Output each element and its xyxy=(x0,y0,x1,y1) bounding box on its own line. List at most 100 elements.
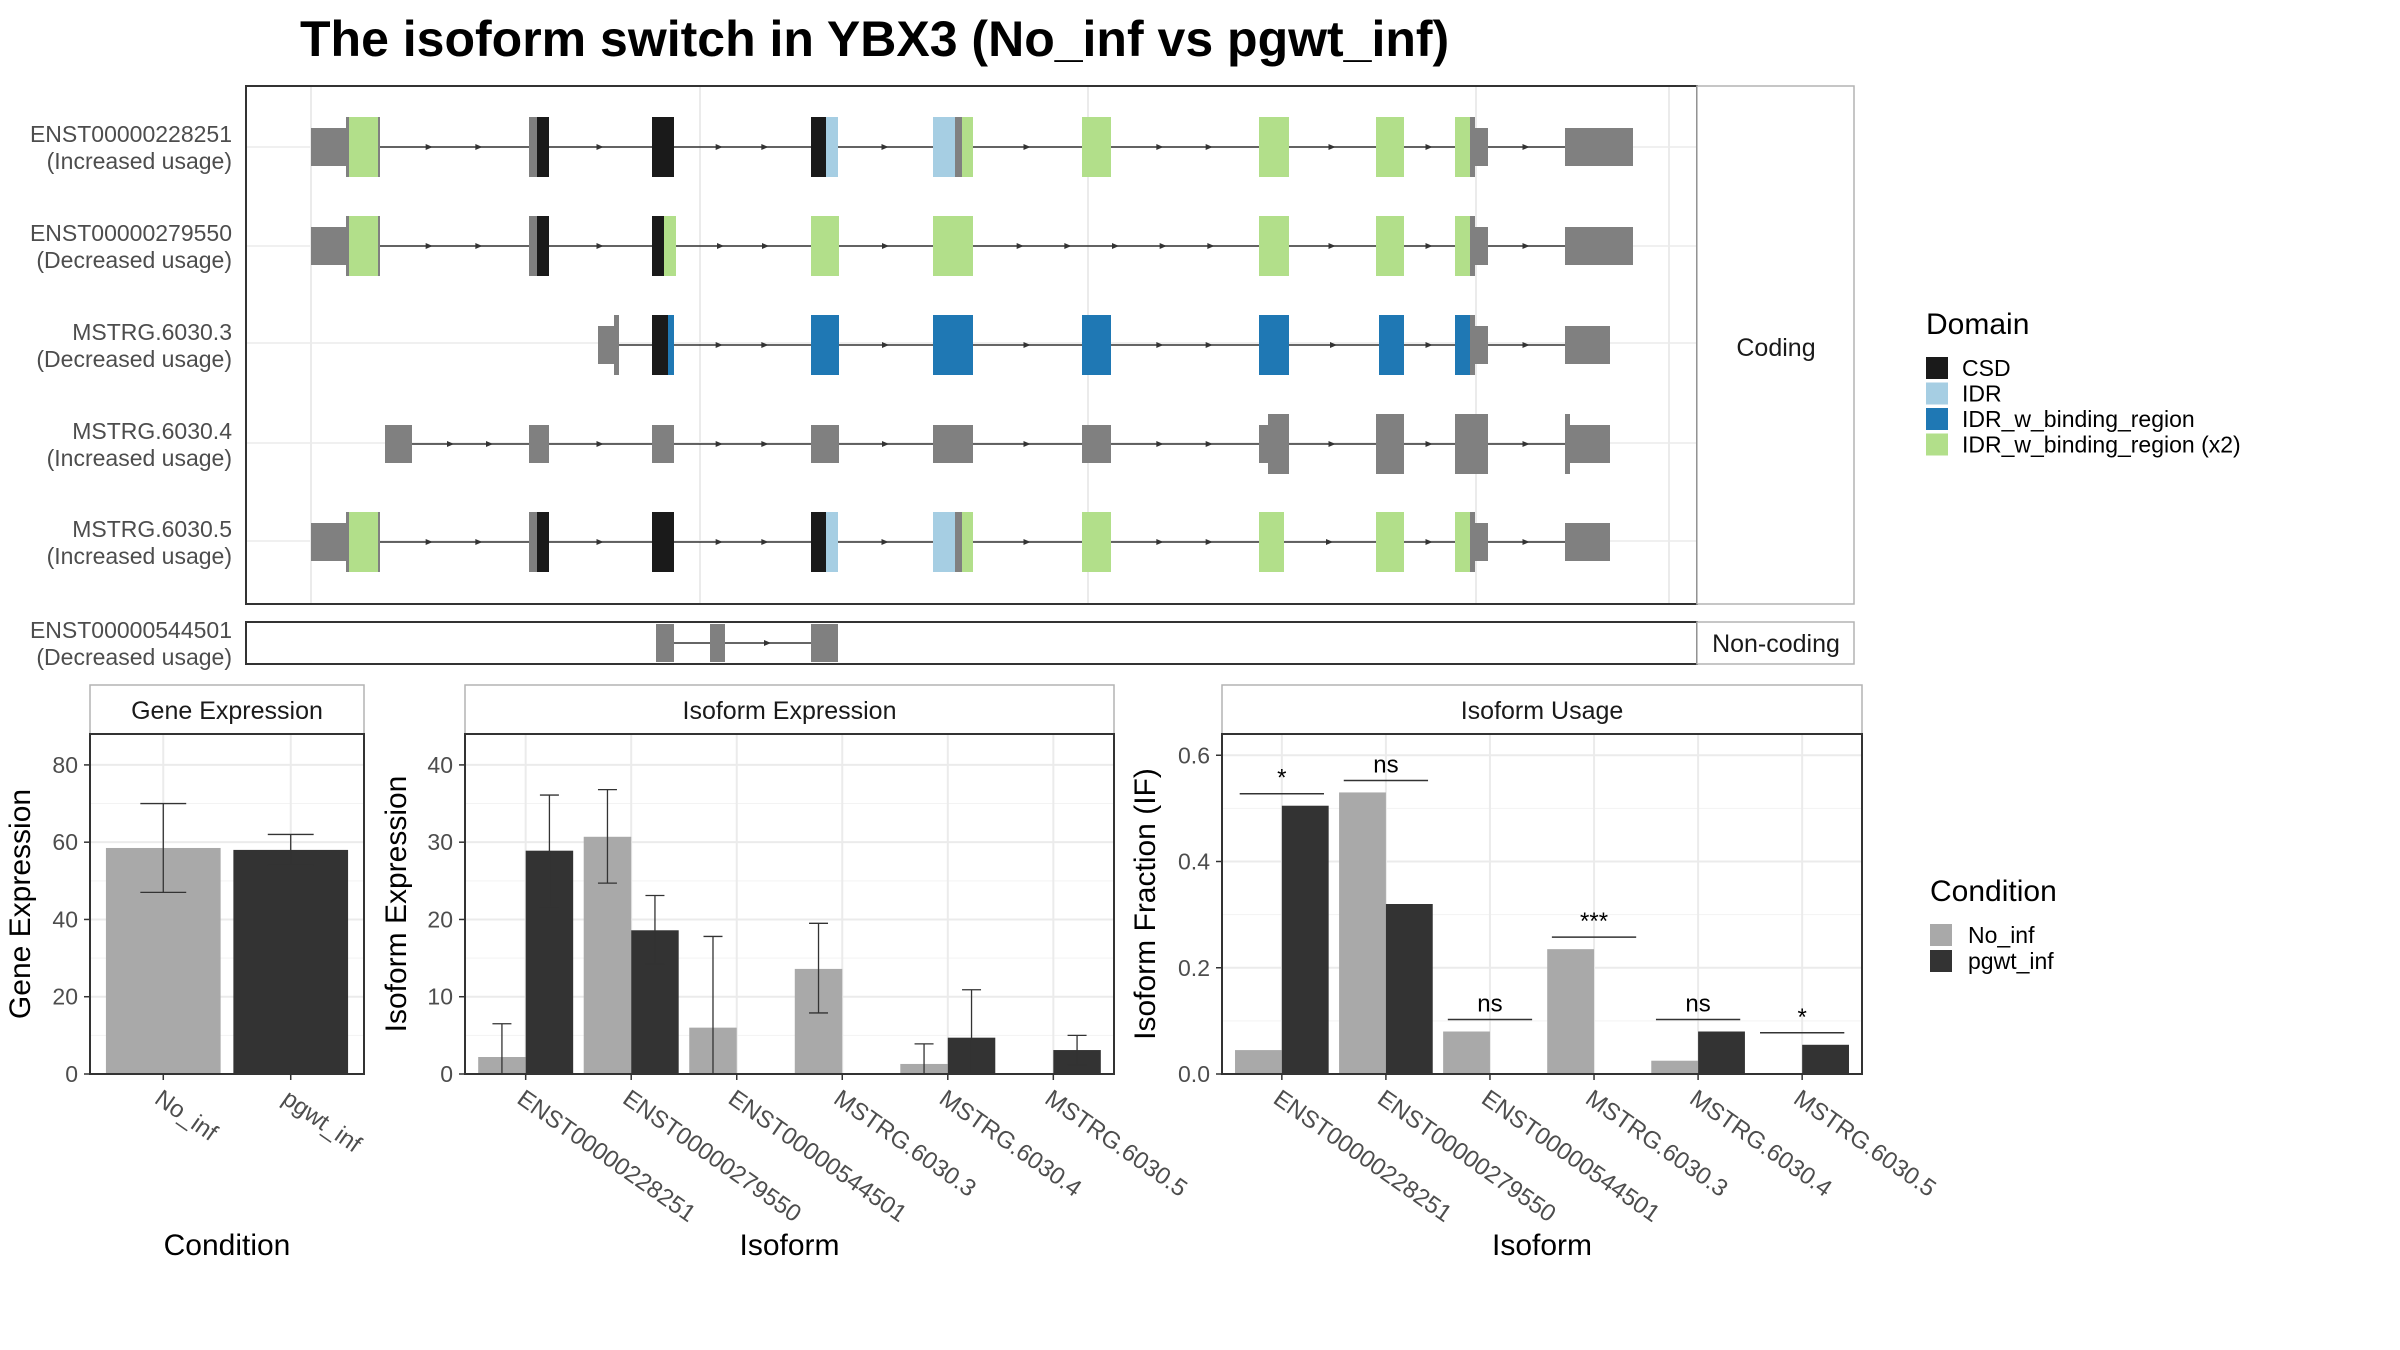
domain-block xyxy=(962,512,973,572)
isoform-row-usage-label: (Decreased usage) xyxy=(36,247,232,273)
significance-label: ns xyxy=(1685,991,1710,1018)
domain-block xyxy=(1379,315,1404,375)
intron-arrow xyxy=(762,243,769,249)
intron-arrow xyxy=(596,243,604,249)
domain-block xyxy=(1376,216,1404,276)
intron-arrow xyxy=(1064,243,1072,249)
isoform-row-usage-label: (Increased usage) xyxy=(47,543,232,569)
domain-block xyxy=(962,117,973,177)
significance-label: ns xyxy=(1373,751,1398,778)
intron-arrow xyxy=(596,144,604,150)
intron-arrow xyxy=(475,243,483,249)
isoform-expression-chart: Isoform Expression 0 10 20 30 40 ENST000002282… xyxy=(380,684,1192,1262)
panel-border xyxy=(1221,733,1863,1075)
exon-block xyxy=(529,117,537,177)
intron-arrow xyxy=(596,441,604,447)
exon-block xyxy=(385,425,412,463)
intron-arrow xyxy=(1207,243,1215,249)
intron-arrow xyxy=(1205,539,1213,545)
isoform-structure-panel: CodingNon-codingENST00000228251(Increase… xyxy=(30,85,1855,670)
intron-arrow xyxy=(1112,243,1119,249)
exon-block xyxy=(1570,425,1610,463)
isoform-row-label: ENST00000279550 xyxy=(30,220,232,246)
intron-arrow xyxy=(761,342,769,348)
x-tick-label: pgwt_inf xyxy=(277,1085,366,1159)
intron-arrow xyxy=(1023,539,1031,545)
domain-block xyxy=(811,117,826,177)
exon-block xyxy=(1565,326,1610,364)
domain-block xyxy=(826,512,838,572)
exon-block xyxy=(652,425,674,463)
intron-arrow xyxy=(486,441,493,447)
intron-arrow xyxy=(881,144,889,150)
y-tick-label: 0.6 xyxy=(1178,742,1210,768)
isoform-row-label: ENST00000228251 xyxy=(30,121,232,147)
domain-block xyxy=(1455,117,1470,177)
domain-block xyxy=(811,216,839,276)
domain-block xyxy=(811,512,826,572)
domain-block xyxy=(1259,315,1289,375)
bar xyxy=(1651,1060,1699,1074)
domain-block xyxy=(1259,117,1289,177)
x-tick-label: ENST00000279550 xyxy=(1372,1085,1560,1228)
exon-block xyxy=(1475,326,1488,364)
domain-block xyxy=(1082,315,1111,375)
bar xyxy=(1698,1031,1745,1074)
intron-arrow xyxy=(1425,243,1433,249)
intron-arrow xyxy=(425,243,433,249)
domain-legend-swatch xyxy=(1926,408,1948,430)
intron-arrow xyxy=(882,441,889,447)
exon-block xyxy=(1268,414,1289,474)
exon-block xyxy=(1470,315,1475,375)
domain-block xyxy=(933,512,955,572)
y-tick-label: 10 xyxy=(427,984,453,1010)
intron-arrow xyxy=(1156,342,1164,348)
intron-arrow xyxy=(1156,144,1164,150)
isoform-row-label: ENST00000544501 xyxy=(30,617,232,643)
bar xyxy=(1235,1050,1282,1074)
domain-legend-label: IDR_w_binding_region xyxy=(1962,406,2195,432)
exon-block xyxy=(529,216,537,276)
y-tick-label: 0.0 xyxy=(1178,1061,1210,1087)
domain-block xyxy=(652,117,674,177)
intron-arrow xyxy=(1328,243,1336,249)
x-axis-title: Condition xyxy=(164,1229,291,1262)
intron-arrow xyxy=(1328,441,1336,447)
significance-label: * xyxy=(1797,1004,1806,1031)
isoform-row-usage-label: (Increased usage) xyxy=(47,148,232,174)
y-tick-label: 20 xyxy=(427,906,453,932)
intron-arrow xyxy=(1522,144,1530,150)
exon-block xyxy=(1259,425,1268,463)
intron-arrow xyxy=(715,441,723,447)
intron-arrow xyxy=(1522,539,1530,545)
condition-legend-swatch xyxy=(1930,924,1952,946)
isoform-row-usage-label: (Increased usage) xyxy=(47,445,232,471)
x-tick-label: No_inf xyxy=(150,1085,223,1147)
exon-block xyxy=(1565,227,1633,265)
bar xyxy=(1385,904,1433,1074)
bar xyxy=(1281,805,1329,1074)
intron-arrow xyxy=(1522,441,1530,447)
noncoding-panel-border xyxy=(245,621,1698,665)
significance-label: ns xyxy=(1477,991,1502,1018)
domain-block xyxy=(933,117,955,177)
intron-arrow xyxy=(425,144,433,150)
coding-strip-label: Coding xyxy=(1736,334,1815,362)
intron-arrow xyxy=(1023,342,1031,348)
domain-legend-title: Domain xyxy=(1926,308,2029,341)
domain-block xyxy=(652,512,674,572)
intron-arrow xyxy=(596,539,604,545)
intron-arrow xyxy=(425,539,433,545)
exon-block xyxy=(1455,414,1488,474)
intron-arrow xyxy=(1425,144,1433,150)
x-axis-title: Isoform xyxy=(739,1229,839,1262)
x-tick-label: ENST00000228251 xyxy=(1268,1085,1456,1228)
gene-expression-chart: Gene Expression 0 20 40 60 80 No_inf pgwt_inf Ge… xyxy=(4,684,366,1262)
exon-block xyxy=(1475,227,1488,265)
domain-block xyxy=(537,216,549,276)
exon-block xyxy=(933,425,973,463)
exon-block xyxy=(529,512,537,572)
domain-legend-label: CSD xyxy=(1962,355,2011,381)
condition-legend-swatch xyxy=(1930,950,1952,972)
